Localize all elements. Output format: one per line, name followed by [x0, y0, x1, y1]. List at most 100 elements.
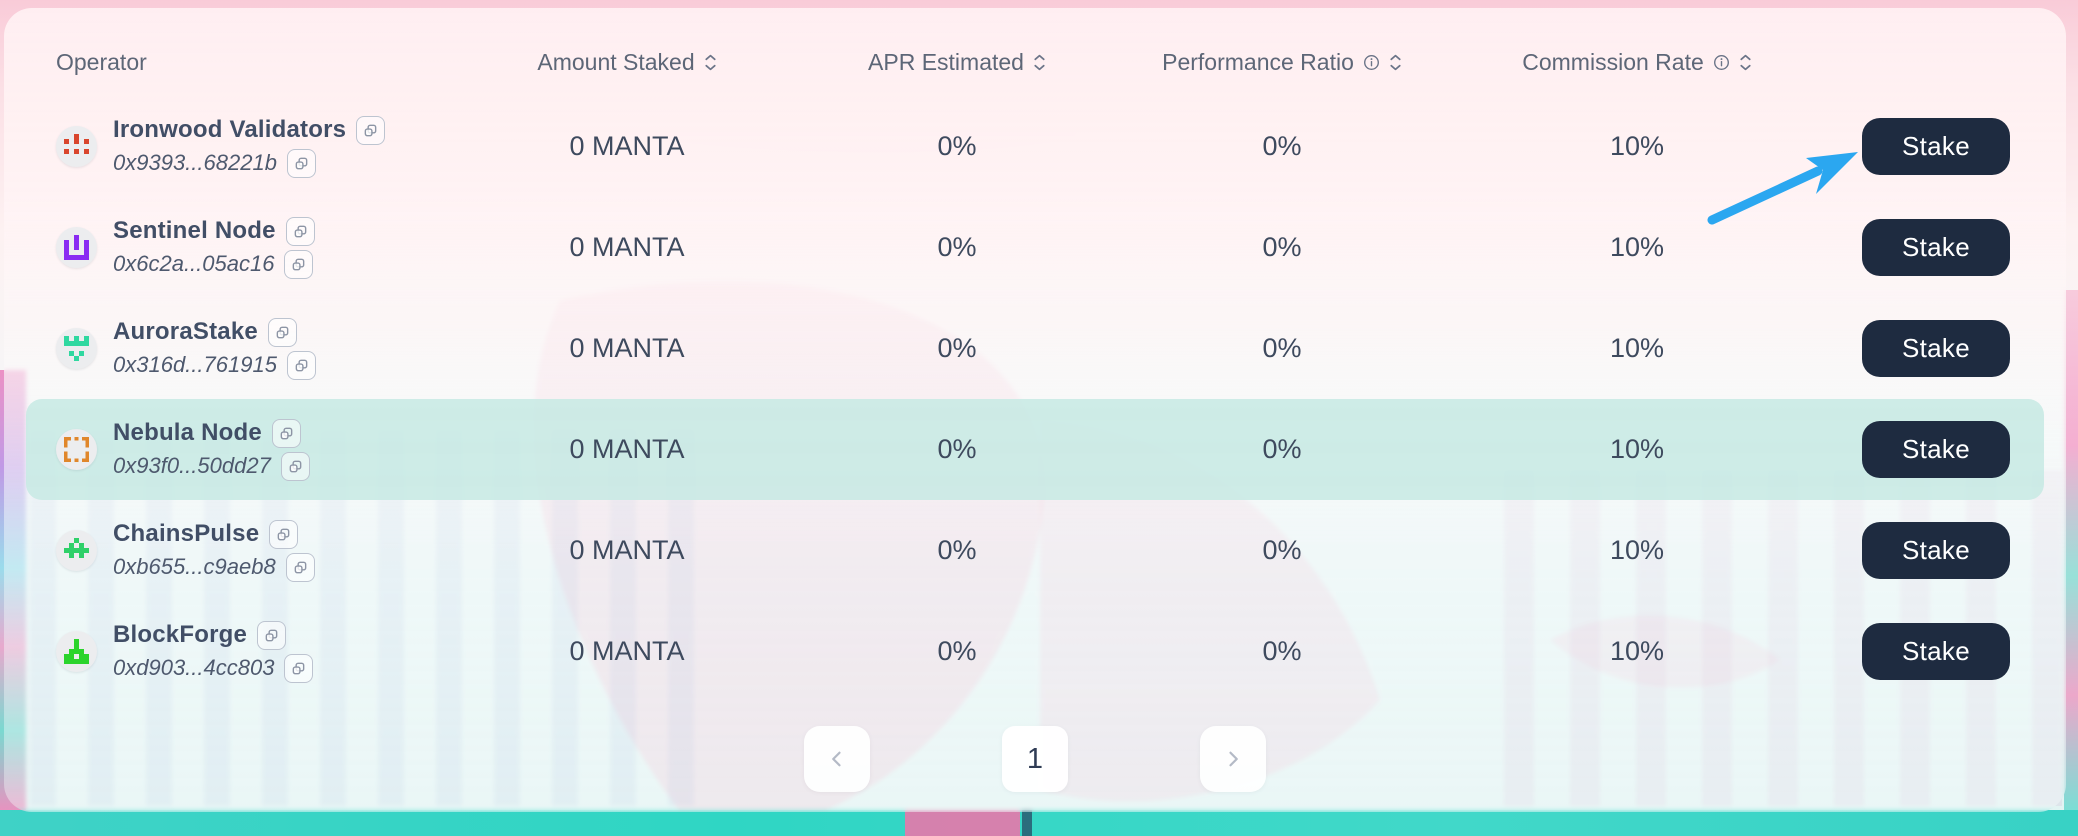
stake-button[interactable]: Stake — [1862, 421, 2010, 478]
stake-button[interactable]: Stake — [1862, 623, 2010, 680]
table-row[interactable]: ChainsPulse 0xb655...c9aeb8 0 MANTA 0% 0… — [26, 500, 2044, 601]
column-header-performance-ratio[interactable]: Performance Ratio — [1112, 49, 1452, 76]
column-header-commission-rate[interactable]: Commission Rate — [1452, 49, 1822, 76]
info-icon[interactable] — [1363, 54, 1380, 71]
operator-address: 0x316d...761915 — [113, 352, 277, 377]
apr-estimated-value: 0% — [937, 434, 977, 464]
operator-name: Nebula Node — [113, 419, 262, 446]
column-header-label: Operator — [56, 48, 147, 75]
copy-icon — [295, 157, 308, 169]
copy-address-button[interactable] — [284, 653, 314, 683]
table-row[interactable]: BlockForge 0xd903...4cc803 0 MANTA 0% 0%… — [26, 601, 2044, 702]
operator-avatar-identicon — [56, 126, 97, 167]
sort-icon[interactable] — [1389, 54, 1402, 71]
commission-rate-value: 10% — [1609, 131, 1665, 161]
copy-icon — [293, 662, 305, 674]
amount-staked-value: 0 MANTA — [569, 333, 685, 363]
identicon-crown-teal-icon — [64, 336, 89, 361]
operator-name: Ironwood Validators — [113, 116, 347, 143]
copy-name-button[interactable] — [285, 216, 315, 246]
water-band-pink-detail — [905, 810, 1020, 836]
performance-ratio-value: 0% — [1262, 636, 1302, 666]
table-row-highlighted[interactable]: Nebula Node 0x93f0...50dd27 0 MANTA 0% 0… — [26, 399, 2044, 500]
operator-avatar-identicon — [56, 530, 97, 571]
operator-address: 0xd903...4cc803 — [113, 655, 275, 680]
copy-name-button[interactable] — [257, 620, 287, 650]
identicon-tree-green-icon — [64, 538, 89, 558]
operator-address: 0x6c2a...05ac16 — [113, 251, 275, 276]
apr-estimated-value: 0% — [937, 636, 977, 666]
operator-name: AuroraStake — [113, 318, 258, 345]
identicon-frame-orange-icon — [64, 437, 89, 462]
performance-ratio-value: 0% — [1262, 333, 1302, 363]
operator-cell: Nebula Node 0x93f0...50dd27 — [32, 418, 452, 481]
operator-name: BlockForge — [113, 621, 248, 648]
copy-name-button[interactable] — [271, 418, 301, 448]
amount-staked-value: 0 MANTA — [569, 434, 685, 464]
identicon-plug-green-icon — [64, 639, 89, 664]
sort-icon[interactable] — [704, 54, 717, 71]
operator-avatar-identicon — [56, 429, 97, 470]
column-header-operator: Operator — [32, 49, 452, 76]
operator-avatar-identicon — [56, 227, 97, 268]
info-icon[interactable] — [1713, 54, 1730, 71]
pagination-next-button[interactable] — [1200, 726, 1266, 792]
column-header-label: Amount Staked — [537, 48, 695, 75]
pagination-prev-button[interactable] — [804, 726, 870, 792]
sort-icon[interactable] — [1739, 54, 1752, 71]
chevron-right-icon — [1229, 751, 1238, 767]
water-band-dark-detail — [1022, 810, 1032, 836]
identicon-prongs-purple-icon — [64, 235, 89, 260]
copy-address-button[interactable] — [280, 451, 310, 481]
column-header-apr-estimated[interactable]: APR Estimated — [802, 49, 1112, 76]
commission-rate-value: 10% — [1609, 333, 1665, 363]
sort-icon[interactable] — [1033, 54, 1046, 71]
operator-cell: ChainsPulse 0xb655...c9aeb8 — [32, 519, 452, 582]
operator-address: 0x9393...68221b — [113, 150, 277, 175]
table-row[interactable]: Ironwood Validators 0x9393...68221b 0 MA… — [26, 96, 2044, 197]
commission-rate-value: 10% — [1609, 535, 1665, 565]
copy-icon — [265, 629, 278, 641]
column-header-label: Commission Rate — [1522, 48, 1704, 75]
copy-name-button[interactable] — [269, 519, 299, 549]
copy-address-button[interactable] — [286, 350, 316, 380]
commission-rate-value: 10% — [1609, 636, 1665, 666]
operator-cell: Sentinel Node 0x6c2a...05ac16 — [32, 216, 452, 279]
operator-name: Sentinel Node — [113, 217, 276, 244]
copy-address-button[interactable] — [284, 249, 314, 279]
copy-address-button[interactable] — [285, 552, 315, 582]
stake-button[interactable]: Stake — [1862, 118, 2010, 175]
performance-ratio-value: 0% — [1262, 131, 1302, 161]
performance-ratio-value: 0% — [1262, 535, 1302, 565]
copy-icon — [280, 427, 293, 439]
table-row[interactable]: Sentinel Node 0x6c2a...05ac16 0 MANTA 0%… — [26, 197, 2044, 298]
pagination-current-page[interactable]: 1 — [1002, 726, 1068, 792]
pagination: 1 — [4, 726, 2066, 792]
table-row[interactable]: AuroraStake 0x316d...761915 0 MANTA 0% 0… — [26, 298, 2044, 399]
amount-staked-value: 0 MANTA — [569, 131, 685, 161]
copy-address-button[interactable] — [286, 148, 316, 178]
copy-icon — [289, 460, 302, 472]
copy-icon — [294, 561, 307, 573]
operator-avatar-identicon — [56, 631, 97, 672]
water-band — [0, 810, 2078, 836]
stake-button[interactable]: Stake — [1862, 219, 2010, 276]
apr-estimated-value: 0% — [937, 535, 977, 565]
copy-name-button[interactable] — [267, 317, 297, 347]
stake-button[interactable]: Stake — [1862, 320, 2010, 377]
amount-staked-value: 0 MANTA — [569, 636, 685, 666]
operator-cell: BlockForge 0xd903...4cc803 — [32, 620, 452, 683]
copy-icon — [277, 528, 290, 540]
column-header-label: Performance Ratio — [1162, 48, 1354, 75]
table-header-row: Operator Amount Staked APR Estimated Per… — [4, 42, 2066, 82]
amount-staked-value: 0 MANTA — [569, 232, 685, 262]
identicon-blocks-red-icon — [64, 134, 89, 154]
operator-name: ChainsPulse — [113, 520, 260, 547]
column-header-amount-staked[interactable]: Amount Staked — [452, 49, 802, 76]
copy-name-button[interactable] — [356, 115, 386, 145]
stake-button[interactable]: Stake — [1862, 522, 2010, 579]
copy-icon — [293, 258, 305, 270]
apr-estimated-value: 0% — [937, 333, 977, 363]
copy-icon — [364, 124, 377, 136]
copy-icon — [294, 225, 306, 237]
